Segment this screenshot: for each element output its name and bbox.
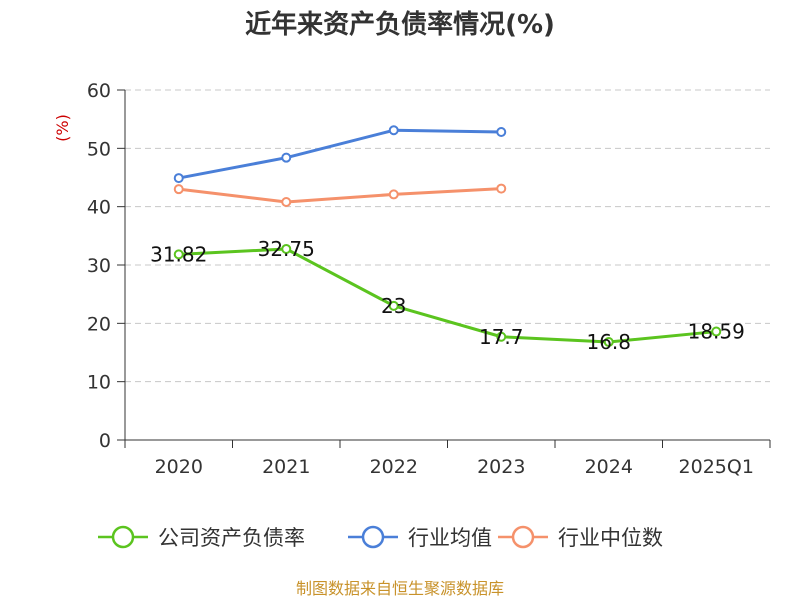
legend-label: 行业中位数 [558,526,663,550]
source-note: 制图数据来自恒生聚源数据库 [296,579,504,598]
y-tick-label: 40 [87,197,111,219]
data-label: 17.7 [479,325,524,349]
data-point [496,127,507,137]
legend-swatch-marker [511,525,535,549]
legend: 公司资产负债率 行业均值 行业中位数 [98,525,663,550]
data-label: 18.59 [688,320,745,344]
data-point [281,243,292,254]
y-tick-label: 50 [87,138,111,160]
x-tick-label: 2024 [585,456,633,478]
legend-swatch-marker [361,525,385,549]
data-point [603,337,614,347]
data-point [173,173,184,184]
y-tick-label: 10 [87,372,111,394]
data-point [388,189,399,200]
data-point [388,125,399,136]
data-label: 32.75 [258,237,315,261]
data-point [173,249,184,260]
data-point [173,184,184,195]
data-point [711,326,722,337]
y-tick-label: 30 [87,255,111,277]
series-line [178,187,502,204]
data-label: 23 [381,294,406,318]
chart-title: 近年来资产负债率情况(%) [245,9,555,40]
data-point [496,331,507,342]
x-tick-label: 2022 [370,456,418,478]
data-label: 16.8 [586,330,631,354]
series-line [178,247,717,344]
series-line [178,128,502,180]
y-tick-label: 0 [99,430,111,452]
x-tick-label: 2020 [155,456,203,478]
data-label: 31.82 [150,242,207,266]
y-tick-label: 60 [87,80,111,102]
legend-label: 公司资产负债率 [158,526,305,550]
axes: 0 10 20 30 40 50 60 2020 2021 2022 2023 2024 2025Q1 [87,80,771,478]
x-tick-label: 2023 [477,456,525,478]
data-point [281,152,292,163]
gridlines [125,89,770,383]
y-axis-label: (%) [53,114,72,142]
series-layer [173,125,722,347]
legend-swatch-marker [111,525,135,549]
legend-label: 行业均值 [408,526,492,550]
data-point [388,300,399,311]
data-point [496,183,507,194]
data-point [281,197,292,207]
data-labels: 31.82 32.75 23 17.7 16.8 18.59 [150,237,745,354]
y-tick-label: 20 [87,313,111,335]
x-tick-label: 2025Q1 [679,456,754,478]
x-tick-label: 2021 [262,456,310,478]
